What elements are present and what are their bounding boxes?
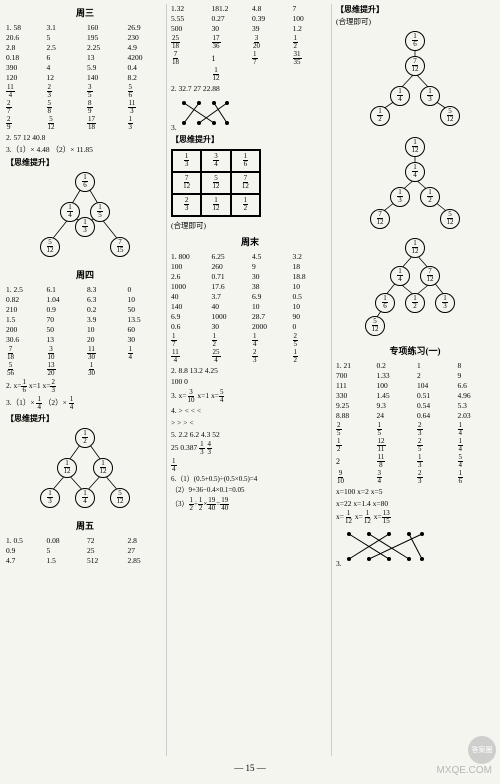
wed-fracs: 11423355627588911329512171813 bbox=[6, 84, 164, 131]
wed-table: 1. 583.116026.920.651952302.82.52.254.90… bbox=[6, 23, 164, 82]
diagram-thu: 121121121314512 bbox=[35, 428, 135, 513]
special-fracs: 25152314121211251421181354910342316 bbox=[336, 422, 494, 485]
col2-top: 1.32181.24.875.550.270.3910050030391.2 bbox=[171, 4, 329, 33]
wk-28: 2. 8.8 13.2 4.25 bbox=[171, 366, 329, 376]
diagram-c3-3: 11214712161213512 bbox=[365, 238, 465, 338]
thu-fracs: 7183101130145561320130 bbox=[6, 346, 164, 377]
reasonable-2: (合理即可) bbox=[336, 17, 494, 27]
column-3: 【思维提升】 (合理即可) 16712141312512 11214131271… bbox=[334, 4, 496, 756]
diagram-wed: 16141315512715 bbox=[35, 172, 135, 262]
magic-square: 1334167125127122311212 bbox=[171, 149, 261, 217]
thu-table: 1. 2.56.18.300.821.046.3102100.90.2501.5… bbox=[6, 285, 164, 344]
cross-diagram-2: 3. bbox=[336, 527, 494, 568]
thinking-2: 【思维提升】 bbox=[6, 413, 164, 424]
sp-eq2: x=22 x=1.4 x=80 bbox=[336, 499, 494, 509]
heading-fri: 周五 bbox=[6, 519, 164, 532]
reasonable-1: (合理即可) bbox=[171, 221, 329, 231]
thinking-3: 【思维提升】 bbox=[171, 134, 329, 145]
heading-special: 专项练习(一) bbox=[336, 344, 494, 357]
watermark: MXQE.COM bbox=[436, 765, 492, 776]
thinking-1: 【思维提升】 bbox=[6, 157, 164, 168]
wed-line3: 3.（1）× 4.48 （2）× 11.85 bbox=[6, 145, 164, 155]
column-2: 1.32181.24.875.550.270.3910050030391.2 2… bbox=[169, 4, 332, 756]
cross-diagram-1: 3. bbox=[171, 96, 329, 132]
col2-top-fracs: 25181736320127181173135112 bbox=[171, 35, 329, 82]
heading-wed: 周三 bbox=[6, 6, 164, 19]
wk-5c: 14 bbox=[171, 458, 329, 473]
heading-thu: 周四 bbox=[6, 268, 164, 281]
sp-eqf: x=112 x=112 x=1315 bbox=[336, 510, 494, 525]
wk-6c: （3）12÷12×1940=1940 bbox=[171, 497, 329, 512]
sp-eq: x=100 x=2 x=5 bbox=[336, 487, 494, 497]
thinking-4: 【思维提升】 bbox=[336, 4, 494, 15]
special-table: 1. 210.2187001.33291111001046.63301.450.… bbox=[336, 361, 494, 420]
thu-eq: 2. x=16 x=1 x=23 bbox=[6, 379, 164, 394]
page-number: — 15 — bbox=[0, 760, 500, 776]
wk-6b: （2）9+36−0.4×0.1=0.05 bbox=[171, 486, 329, 495]
thu-line3: 3.（1）× 14 （2）× 14 bbox=[6, 396, 164, 411]
diagram-c3-2: 112141312712512 bbox=[365, 137, 465, 232]
wk-eq3: 3. x=310 x=1 x=54 bbox=[171, 389, 329, 404]
weekend-table: 1. 8006.254.53.21002609182.60.713018.810… bbox=[171, 252, 329, 331]
heading-weekend: 周末 bbox=[171, 235, 329, 248]
diagram-c3-1: 16712141312512 bbox=[365, 31, 465, 131]
wk-100: 100 0 bbox=[171, 377, 329, 387]
wk-5b: 25 0.387 13 43 bbox=[171, 441, 329, 456]
wk-4: 4. > < < < bbox=[171, 406, 329, 416]
col2-line2: 2. 32.7 27 22.88 bbox=[171, 84, 329, 94]
wk-4b: > > > < bbox=[171, 418, 329, 428]
wed-line2: 2. 57 12 40.8 bbox=[6, 133, 164, 143]
weekend-fracs: 171214251142542312 bbox=[171, 333, 329, 364]
column-1: 周三 1. 583.116026.920.651952302.82.52.254… bbox=[4, 4, 167, 756]
fri-table: 1. 0.50.08722.80.9525274.71.55122.85 bbox=[6, 536, 164, 565]
wk-5: 5. 2.2 6.2 4.3 52 bbox=[171, 430, 329, 440]
wk-6a: 6.（1）(0.5+0.5)÷(0.5×0.5)=4 bbox=[171, 475, 329, 484]
badge: 答案圈 bbox=[468, 736, 496, 764]
page-container: 周三 1. 583.116026.920.651952302.82.52.254… bbox=[0, 0, 500, 760]
